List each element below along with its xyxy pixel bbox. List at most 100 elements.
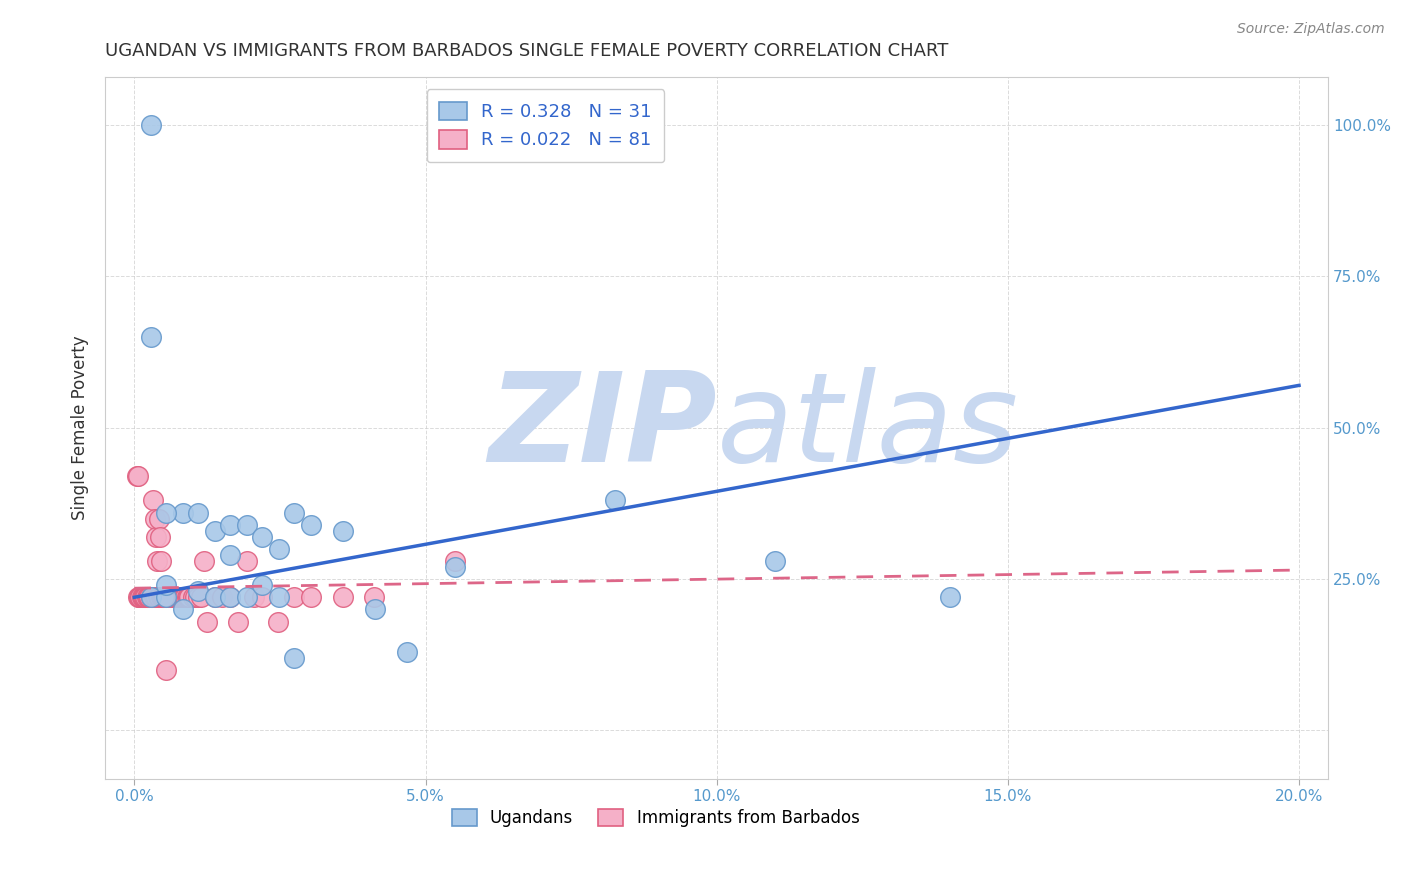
Point [443,554,465,568]
Point [127,469,149,483]
Legend: Ugandans, Immigrants from Barbados: Ugandans, Immigrants from Barbados [444,802,866,834]
Point [172,506,194,520]
Point [143,591,166,605]
Point [252,591,274,605]
Point [150,591,173,605]
Point [443,560,465,574]
Point [156,591,179,605]
Point [139,591,162,605]
Point [283,506,305,520]
Point [157,591,180,605]
Point [143,511,166,525]
Point [219,517,242,532]
Point [139,591,162,605]
Point [235,517,257,532]
Point [152,591,174,605]
Point [131,591,153,605]
Point [364,602,387,616]
Point [127,591,149,605]
Point [332,591,354,605]
Point [153,591,176,605]
Point [132,591,155,605]
Point [155,578,177,592]
Point [172,591,194,605]
Point [219,591,242,605]
Point [267,541,290,556]
Point [363,591,385,605]
Point [167,591,190,605]
Point [136,591,159,605]
Point [139,591,162,605]
Point [155,591,177,605]
Point [187,584,209,599]
Text: Source: ZipAtlas.com: Source: ZipAtlas.com [1237,22,1385,37]
Point [184,591,207,605]
Point [162,591,184,605]
Point [134,591,156,605]
Point [299,517,322,532]
Point [136,591,159,605]
Point [155,506,177,520]
Point [193,554,215,568]
Point [299,591,322,605]
Point [252,530,274,544]
Point [134,591,156,605]
Point [153,591,176,605]
Point [129,591,152,605]
Point [219,591,242,605]
Point [177,591,200,605]
Point [135,591,157,605]
Point [170,591,193,605]
Point [243,591,266,605]
Point [135,591,157,605]
Point [938,591,960,605]
Point [134,591,156,605]
Point [149,530,172,544]
Point [131,591,153,605]
Point [152,591,174,605]
Point [148,511,170,525]
Y-axis label: Single Female Poverty: Single Female Poverty [72,335,89,520]
Point [148,591,170,605]
Point [159,591,181,605]
Point [165,591,187,605]
Point [252,578,274,592]
Point [204,591,226,605]
Point [127,469,149,483]
Point [332,524,354,538]
Point [138,591,160,605]
Point [129,591,152,605]
Point [160,591,183,605]
Text: atlas: atlas [717,368,1019,488]
Point [195,615,218,629]
Point [190,591,212,605]
Point [187,591,209,605]
Text: ZIP: ZIP [488,368,717,488]
Point [181,591,204,605]
Point [226,615,249,629]
Point [211,591,233,605]
Point [142,493,165,508]
Point [204,591,226,605]
Point [219,548,242,562]
Point [141,591,163,605]
Point [143,591,166,605]
Point [204,524,226,538]
Point [148,591,170,605]
Point [141,591,163,605]
Point [235,554,257,568]
Point [267,615,290,629]
Point [176,591,198,605]
Point [169,591,191,605]
Point [150,554,173,568]
Point [139,330,162,344]
Point [283,591,305,605]
Point [155,663,177,677]
Point [763,554,786,568]
Point [267,591,290,605]
Point [177,591,200,605]
Point [173,591,195,605]
Point [603,493,626,508]
Point [395,645,418,659]
Point [166,591,188,605]
